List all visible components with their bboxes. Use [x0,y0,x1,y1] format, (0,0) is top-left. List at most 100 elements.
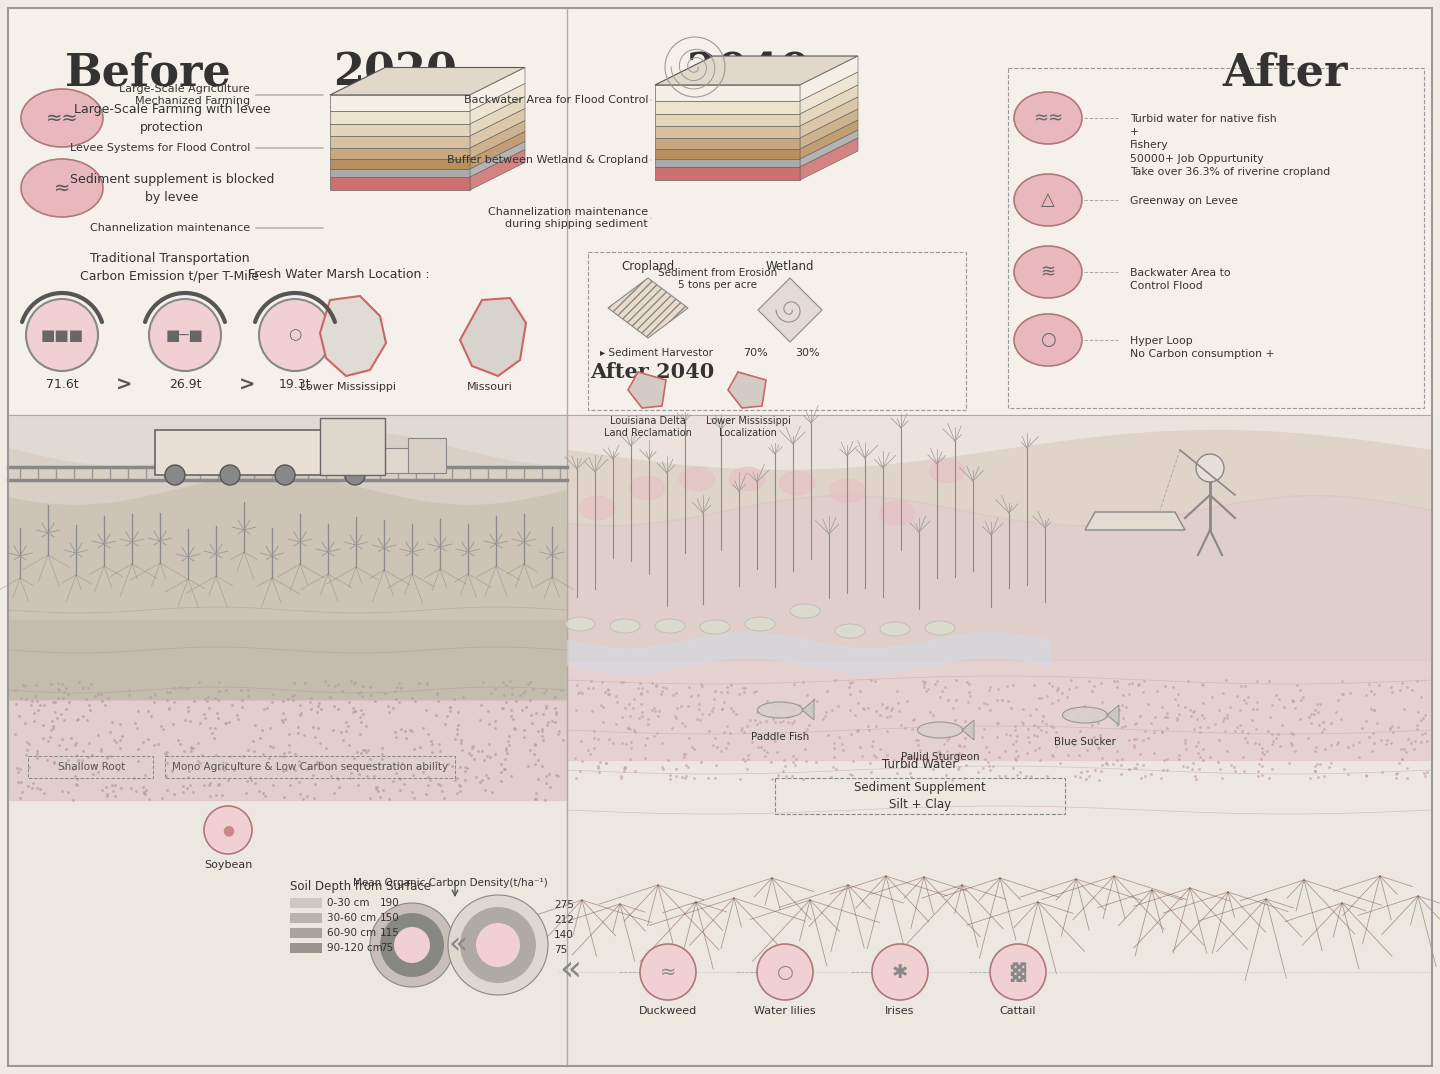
Point [497,732,520,750]
Point [17,736,40,753]
Point [287,756,310,773]
Point [1174,698,1197,715]
Text: ✱: ✱ [891,962,909,982]
Point [207,760,230,778]
FancyBboxPatch shape [289,943,323,953]
Point [1139,714,1162,731]
Point [863,746,886,764]
Point [475,748,498,765]
Point [1077,672,1100,690]
Point [503,719,526,736]
Point [1188,723,1211,740]
Text: Backwater Area to
Control Flood: Backwater Area to Control Flood [1130,268,1231,291]
Point [45,709,68,726]
Point [780,707,804,724]
Point [444,771,467,788]
Point [91,693,114,710]
Ellipse shape [1014,92,1081,144]
Text: Lower Mississippi
Localization: Lower Mississippi Localization [706,416,791,438]
Point [346,777,369,794]
Polygon shape [330,159,469,169]
Point [733,723,756,740]
Point [1129,707,1152,724]
Point [945,671,968,688]
Point [691,706,714,723]
Point [1017,734,1040,751]
Point [389,770,412,787]
Text: Traditional Transportation
Carbon Emission t/per T-Mile: Traditional Transportation Carbon Emissi… [81,252,259,284]
Point [1215,672,1238,690]
Point [1104,742,1128,759]
Point [1361,743,1384,760]
Text: ○: ○ [1040,331,1056,349]
Point [909,742,932,759]
Point [1045,680,1068,697]
Point [1092,750,1115,767]
Point [1403,740,1426,757]
Point [619,721,642,738]
Point [1390,674,1413,692]
Point [616,720,639,737]
Point [847,722,870,739]
Point [1218,698,1241,715]
Point [171,783,194,800]
Point [861,737,884,754]
Point [563,750,586,767]
Text: Water lilies: Water lilies [755,1006,816,1016]
Point [26,742,49,759]
Point [137,730,160,748]
Point [929,717,952,735]
Point [393,723,416,740]
Point [1031,712,1054,729]
Point [1355,767,1378,784]
Point [1348,734,1371,751]
Point [953,737,976,754]
Point [497,727,520,744]
Point [1166,685,1189,702]
Point [552,731,575,749]
Point [1187,710,1210,727]
Point [546,767,569,784]
Point [382,772,405,789]
Point [531,721,554,738]
Point [1312,713,1335,730]
Point [923,676,946,693]
Point [305,753,328,770]
Point [163,680,186,697]
Point [10,784,33,801]
Point [914,683,937,700]
Point [26,745,49,763]
Text: 60-90 cm: 60-90 cm [327,928,376,938]
Point [161,761,184,779]
Point [40,712,63,729]
Point [721,702,744,720]
Point [1110,719,1133,736]
Point [523,745,546,763]
Point [390,754,413,771]
Point [454,758,477,775]
Point [334,713,357,730]
Point [1155,751,1178,768]
Point [876,746,899,764]
Point [337,737,360,754]
Point [50,782,73,799]
Point [475,767,498,784]
Point [348,709,372,726]
Point [972,694,995,711]
Point [298,759,321,777]
Point [845,722,868,739]
Text: 71.6t: 71.6t [46,378,78,391]
Polygon shape [330,95,469,111]
Point [259,720,282,737]
Point [900,769,923,786]
Point [1002,677,1025,694]
Point [23,712,46,729]
Polygon shape [655,114,801,126]
Point [359,751,382,768]
Point [52,759,75,777]
Point [995,725,1018,742]
Point [415,785,438,802]
Point [390,721,413,738]
Polygon shape [801,97,858,137]
Point [999,699,1022,716]
